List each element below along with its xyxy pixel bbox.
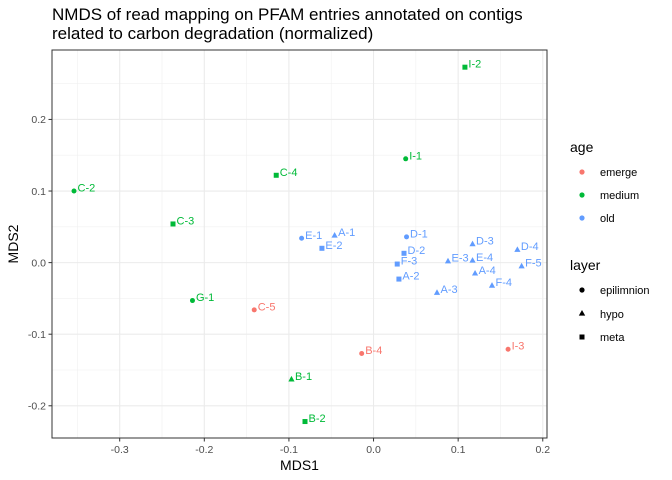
- y-tick-label: 0.1: [31, 186, 46, 198]
- point-e-3-marker: [444, 257, 452, 264]
- data-points: I-2 I-1 C-4 C-2 C-3 E-1 A-1E-2 D-1 D-2F-3 A-2 E-3 D…: [71, 59, 542, 425]
- point-d-2-marker: [401, 250, 407, 256]
- point-a-2-marker: [396, 276, 402, 282]
- y-tick-label: -0.2: [28, 401, 46, 413]
- x-tick-label: 0.0: [366, 444, 381, 456]
- point-f-5-marker: [518, 262, 525, 269]
- point-d-1-marker: [404, 234, 410, 240]
- point-a-4-label: A-4: [479, 265, 496, 277]
- point-c-4-label: C-4: [280, 167, 298, 179]
- point-e-2-marker: [319, 245, 325, 251]
- point-d-1-label: D-1: [410, 228, 428, 240]
- legend-layer-hypo-label: hypo: [600, 309, 624, 321]
- point-c-2-label: C-2: [78, 183, 96, 195]
- y-tick-label: 0.2: [31, 114, 46, 126]
- legend-layer-epilimnion: epilimnion: [579, 285, 650, 297]
- point-i-2-label: I-2: [468, 59, 481, 71]
- point-a-4-marker: [471, 269, 479, 276]
- x-tick-label: -0.3: [111, 444, 129, 456]
- point-e-4-marker: [469, 257, 476, 263]
- point-i-3-marker: [505, 346, 511, 352]
- point-g-1-marker: [189, 298, 195, 304]
- grid-major: [52, 50, 547, 438]
- point-b-2-marker: [302, 419, 308, 425]
- y-tick-label: -0.1: [28, 329, 46, 341]
- point-d-3-marker: [469, 240, 476, 247]
- plot-panel: [52, 50, 547, 438]
- point-d-4-label: D-4: [521, 241, 539, 253]
- axis-ticks: -0.3 -0.2 -0.1 0.0 0.1 0.2 -0.2 -0.1 0.0 0.1 0.2: [28, 114, 550, 456]
- legend-layer-hypo: hypo: [578, 309, 624, 321]
- point-b-4-marker: [359, 351, 365, 357]
- legend-age-emerge: emerge: [579, 167, 637, 179]
- point-i-1-marker: [403, 156, 409, 162]
- legend-layer-hypo-swatch: [578, 310, 586, 316]
- point-e-3-label: E-3: [452, 253, 469, 265]
- point-c-3-marker: [170, 221, 176, 227]
- point-e-4-label: E-4: [476, 252, 493, 264]
- point-f-4-label: F-4: [496, 277, 513, 289]
- x-tick-label: 0.1: [451, 444, 466, 456]
- legend-layer-meta-swatch: [579, 334, 585, 340]
- point-a-3-label: A-3: [441, 284, 458, 296]
- point-b-1-label: B-1: [295, 371, 312, 383]
- y-axis-title: MDS2: [5, 224, 21, 263]
- y-tick-label: 0.0: [31, 257, 46, 269]
- point-c-3-label: C-3: [177, 215, 195, 227]
- x-tick-label: -0.2: [195, 444, 213, 456]
- point-a-3-marker: [433, 289, 441, 295]
- point-c-5-label: C-5: [258, 301, 276, 313]
- grid-minor: [52, 50, 547, 438]
- point-i-1-label: I-1: [409, 150, 422, 162]
- x-tick-label: 0.2: [535, 444, 550, 456]
- legend-age-medium-label: medium: [600, 190, 639, 202]
- legend-age-medium-swatch: [579, 192, 585, 198]
- legend-age-title: age: [570, 139, 594, 155]
- point-i-3-label: I-3: [512, 341, 525, 353]
- legend-layer-title: layer: [570, 257, 601, 273]
- legend-age-emerge-label: emerge: [600, 167, 637, 179]
- x-tick-label: -0.1: [280, 444, 298, 456]
- point-a-1-label: A-1: [338, 227, 355, 239]
- legend-age-medium: medium: [579, 190, 639, 202]
- legend-layer-epilimnion-label: epilimnion: [600, 285, 650, 297]
- point-f-5-label: F-5: [525, 258, 542, 270]
- point-a-1-marker: [331, 232, 338, 238]
- point-f-3-marker: [394, 261, 400, 267]
- point-e-1-label: E-1: [305, 230, 322, 242]
- point-d-4-marker: [514, 246, 521, 252]
- point-b-1-marker: [288, 375, 295, 382]
- chart-title-line-2: related to carbon degradation (normalize…: [52, 24, 373, 43]
- point-f-3-label: F-3: [401, 256, 418, 268]
- point-d-3-label: D-3: [476, 236, 494, 248]
- legend-layer-epilimnion-swatch: [579, 287, 585, 293]
- legend-age-old-swatch: [579, 215, 585, 221]
- point-d-2-label: D-2: [408, 245, 426, 257]
- point-i-2-marker: [462, 64, 468, 70]
- point-a-2-label: A-2: [402, 271, 419, 283]
- chart-title-line-1: NMDS of read mapping on PFAM entries ann…: [52, 5, 523, 24]
- point-c-4-marker: [273, 172, 279, 178]
- legend-age-old: old: [579, 213, 615, 225]
- legend-age-emerge-swatch: [579, 169, 585, 175]
- point-b-4-label: B-4: [365, 345, 382, 357]
- legend-age-old-label: old: [600, 213, 615, 225]
- point-c-5-marker: [251, 307, 257, 313]
- legend-layer-meta: meta: [579, 332, 625, 344]
- point-e-2-label: E-2: [325, 240, 342, 252]
- plot-border: [51, 49, 548, 439]
- point-f-4-marker: [488, 282, 496, 288]
- point-b-2-label: B-2: [309, 413, 326, 425]
- legend-layer-meta-label: meta: [600, 332, 625, 344]
- point-e-1-marker: [299, 235, 305, 241]
- point-g-1-label: G-1: [196, 292, 214, 304]
- legend: age emerge medium old layer epilimnion h…: [570, 139, 650, 344]
- point-c-2-marker: [71, 188, 77, 194]
- x-axis-title: MDS1: [280, 457, 319, 473]
